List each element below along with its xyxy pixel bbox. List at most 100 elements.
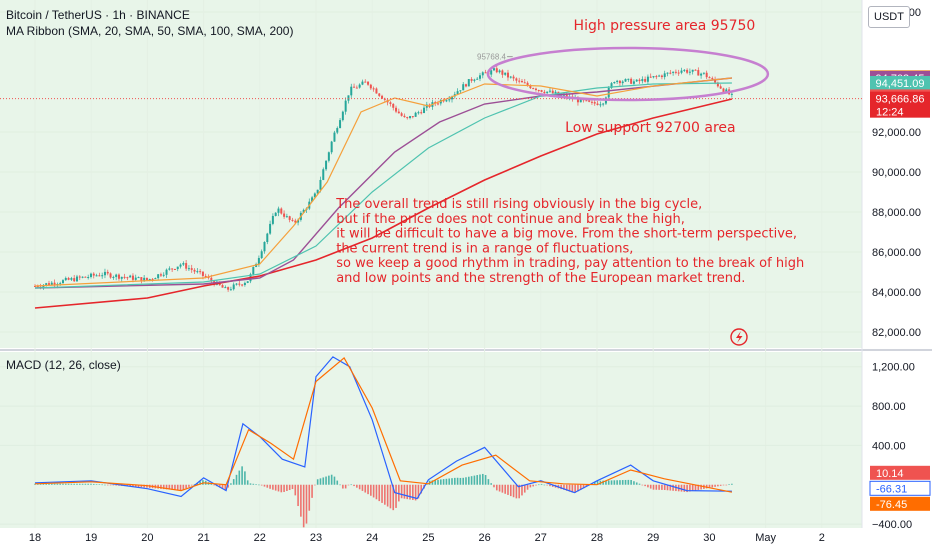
histogram-bar — [85, 484, 87, 485]
candle-body — [289, 216, 291, 220]
candle-body — [277, 209, 279, 213]
candle-body — [417, 112, 419, 113]
candle-body — [501, 70, 503, 74]
histogram-bar — [364, 485, 366, 493]
candle-body — [524, 82, 526, 83]
histogram-bar — [314, 485, 316, 486]
histogram-bar — [57, 484, 59, 485]
histogram-bar — [395, 485, 397, 508]
candle-body — [138, 277, 140, 278]
histogram-bar — [471, 476, 473, 485]
time-tick-label: 26 — [478, 532, 490, 544]
candle-body — [465, 84, 467, 86]
price-tick-label: 90,000.00 — [872, 167, 921, 179]
price-axis-label: 93,666.86 — [876, 94, 925, 106]
histogram-bar — [622, 480, 624, 485]
histogram-bar — [269, 485, 271, 489]
candle-body — [647, 77, 649, 82]
histogram-bar — [180, 485, 182, 491]
candle-body — [650, 77, 652, 78]
candle-body — [124, 277, 126, 278]
candle-body — [686, 70, 688, 73]
candle-body — [367, 82, 369, 85]
histogram-bar — [280, 485, 282, 493]
candle-body — [700, 74, 702, 76]
candle-body — [653, 76, 655, 77]
histogram-bar — [247, 480, 249, 484]
candle-body — [627, 79, 629, 80]
candle-body — [361, 82, 363, 85]
histogram-bar — [252, 484, 254, 485]
histogram-bar — [541, 484, 543, 485]
candle-body — [616, 81, 618, 82]
histogram-bar — [636, 482, 638, 484]
candle-body — [364, 82, 366, 83]
histogram-bar — [311, 485, 313, 498]
commentary-line: and low points and the strength of the E… — [336, 271, 745, 286]
candle-body — [479, 75, 481, 78]
histogram-bar — [684, 485, 686, 492]
candle-body — [543, 92, 545, 93]
candle-body — [45, 283, 47, 285]
high-pressure-label: High pressure area 95750 — [574, 18, 756, 34]
candle-body — [93, 274, 95, 276]
candle-body — [171, 268, 173, 269]
histogram-bar — [292, 485, 294, 489]
histogram-bar — [65, 484, 67, 485]
histogram-bar — [482, 474, 484, 485]
currency-button[interactable]: USDT — [868, 6, 910, 28]
candle-body — [342, 112, 344, 120]
candle-body — [664, 73, 666, 77]
histogram-bar — [633, 481, 635, 485]
peak-price-label: 95768.4 — [477, 53, 506, 62]
histogram-bar — [642, 485, 644, 486]
candle-body — [471, 79, 473, 81]
histogram-bar — [454, 478, 456, 485]
candle-body — [641, 79, 643, 81]
histogram-bar — [331, 475, 333, 485]
candle-body — [68, 278, 70, 280]
candle-body — [129, 276, 131, 278]
candle-body — [711, 78, 713, 79]
candle-body — [370, 85, 372, 89]
histogram-bar — [630, 480, 632, 485]
histogram-bar — [440, 479, 442, 484]
macd-label[interactable]: MACD (12, 26, close) — [6, 358, 121, 372]
histogram-bar — [530, 485, 532, 488]
histogram-bar — [99, 484, 101, 485]
candle-body — [445, 100, 447, 101]
ma-ribbon-label[interactable]: MA Ribbon (SMA, 20, SMA, 50, SMA, 100, S… — [6, 24, 293, 38]
candle-body — [448, 99, 450, 100]
time-tick-label: 19 — [85, 532, 97, 544]
histogram-bar — [339, 485, 341, 486]
candle-body — [325, 161, 327, 170]
histogram-bar — [692, 485, 694, 491]
candle-body — [507, 73, 509, 78]
histogram-bar — [479, 475, 481, 485]
candle-body — [280, 209, 282, 214]
symbol-title[interactable]: Bitcoin / TetherUS · 1h · BINANCE — [6, 8, 190, 22]
price-tick-label: 82,000.00 — [872, 327, 921, 339]
histogram-bar — [614, 480, 616, 484]
histogram-bar — [272, 485, 274, 490]
candle-body — [681, 71, 683, 73]
histogram-bar — [504, 485, 506, 494]
histogram-bar — [711, 485, 713, 488]
histogram-bar — [664, 485, 666, 490]
candle-body — [104, 272, 106, 275]
candle-body — [521, 81, 523, 82]
histogram-bar — [317, 479, 319, 484]
candle-body — [496, 68, 498, 72]
histogram-bar — [59, 484, 61, 485]
candle-body — [499, 70, 501, 72]
candle-body — [73, 278, 75, 281]
candle-body — [59, 283, 61, 284]
candle-body — [658, 76, 660, 77]
candle-body — [661, 76, 663, 77]
commentary-line: the current trend is in a range of fluct… — [336, 241, 633, 256]
histogram-bar — [93, 484, 95, 485]
histogram-bar — [104, 485, 106, 486]
macd-axis-label: -66.31 — [876, 483, 907, 495]
histogram-bar — [650, 485, 652, 489]
